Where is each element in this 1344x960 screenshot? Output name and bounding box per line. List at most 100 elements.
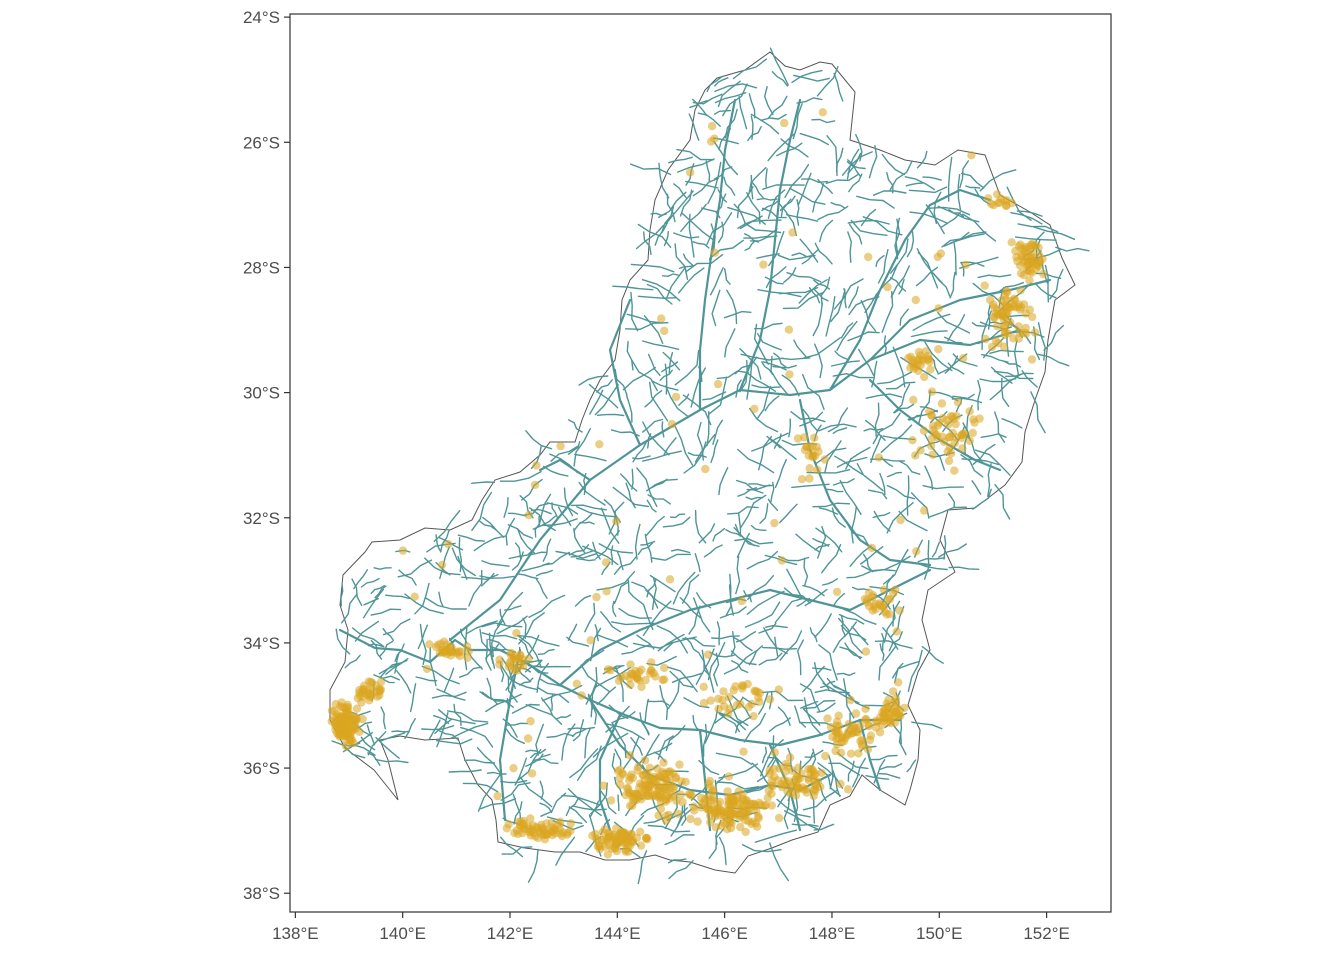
observation-point <box>327 706 337 715</box>
river-tributary <box>676 148 715 161</box>
observation-point <box>836 748 846 757</box>
observation-point <box>788 766 797 775</box>
river-tributary <box>688 113 700 141</box>
river-tributary <box>375 736 400 759</box>
river-tributary <box>767 189 786 220</box>
river-tributary <box>685 253 724 273</box>
observation-point <box>775 764 784 773</box>
observation-point <box>725 704 734 713</box>
observation-point <box>991 308 1001 318</box>
river-tributary <box>650 478 668 489</box>
river-tributary <box>937 205 980 223</box>
river-tributary <box>709 651 735 658</box>
river-tributary <box>886 171 894 194</box>
river-tributary <box>833 72 844 102</box>
river-tributary <box>678 267 705 294</box>
observation-point <box>636 841 646 850</box>
river-tributary <box>784 163 810 199</box>
river-tributary <box>539 802 553 814</box>
river-tributary <box>832 621 857 653</box>
river-tributary <box>693 597 711 633</box>
river-tributary <box>584 727 592 759</box>
river-tributary <box>612 600 617 617</box>
river-tributary <box>971 480 982 495</box>
observation-point <box>932 430 941 440</box>
river-tributary <box>433 510 461 542</box>
observation-point <box>774 685 783 694</box>
river-tributary <box>718 128 732 151</box>
river-tributary <box>747 575 774 600</box>
observation-point <box>714 694 723 703</box>
observation-point <box>916 361 925 370</box>
observation-point <box>909 395 918 405</box>
river-tributary <box>713 652 720 687</box>
river-tributary <box>924 341 953 372</box>
river-tributary <box>541 684 583 702</box>
river-tributary <box>833 278 864 310</box>
river-tributary <box>716 621 721 646</box>
river-tributary <box>596 634 628 648</box>
y-tick-label: 38°S <box>243 884 280 903</box>
river-tributary <box>729 573 734 616</box>
river-tributary <box>915 266 938 287</box>
river-tributary <box>963 431 983 462</box>
river-tributary <box>631 359 658 392</box>
river-tributary <box>799 752 814 771</box>
river-tributary <box>833 592 845 606</box>
river-tributary <box>875 254 885 268</box>
river-tributary <box>692 241 710 249</box>
observation-point <box>911 295 920 305</box>
observation-point <box>753 687 762 696</box>
river-tributary <box>714 109 731 115</box>
y-tick-label: 24°S <box>243 8 280 27</box>
river-tributary <box>878 645 897 681</box>
river-tributary <box>463 759 496 764</box>
river-tributary <box>702 723 708 758</box>
river-tributary <box>809 627 818 643</box>
river-tributary <box>783 587 811 604</box>
river-tributary <box>796 97 823 104</box>
observation-point <box>336 723 346 733</box>
river-tributary <box>626 340 634 371</box>
river-tributary <box>596 379 613 393</box>
observation-point <box>864 720 873 729</box>
river-tributary <box>872 190 907 196</box>
river-tributary <box>385 594 410 600</box>
river-tributary <box>910 492 930 519</box>
river-tributary <box>772 364 797 369</box>
x-tick-label: 144°E <box>594 924 641 943</box>
river-tributary <box>575 557 596 562</box>
river-tributary <box>714 773 726 786</box>
observation-point <box>505 659 514 668</box>
river-tributary <box>594 666 631 688</box>
river-tributary <box>820 276 831 307</box>
river-tributary <box>587 695 597 725</box>
observation-point <box>532 461 541 470</box>
observation-point <box>785 753 795 762</box>
river-tributary <box>584 602 596 633</box>
observation-point <box>706 818 715 827</box>
observation-point <box>896 515 905 525</box>
river-tributary <box>780 138 809 158</box>
observation-point <box>453 649 462 658</box>
observation-point <box>660 663 669 673</box>
river-tributary <box>832 478 855 486</box>
river-tributary <box>436 688 466 701</box>
river-tributary <box>380 706 386 730</box>
river-tributary <box>644 533 653 563</box>
observation-point <box>612 517 621 526</box>
observation-point <box>793 434 803 443</box>
observation-point <box>601 558 611 567</box>
river-tributary <box>662 516 691 528</box>
river-tributary <box>529 753 544 766</box>
observation-point <box>706 137 716 146</box>
observation-point <box>958 444 967 453</box>
river-tributary <box>756 386 772 420</box>
river-tributary <box>858 348 875 377</box>
river-tributary <box>768 230 785 267</box>
observation-point <box>880 705 889 714</box>
river-tributary <box>882 627 899 650</box>
river-tributary <box>538 493 552 527</box>
observation-point <box>805 474 814 483</box>
river-tributary <box>555 836 576 866</box>
